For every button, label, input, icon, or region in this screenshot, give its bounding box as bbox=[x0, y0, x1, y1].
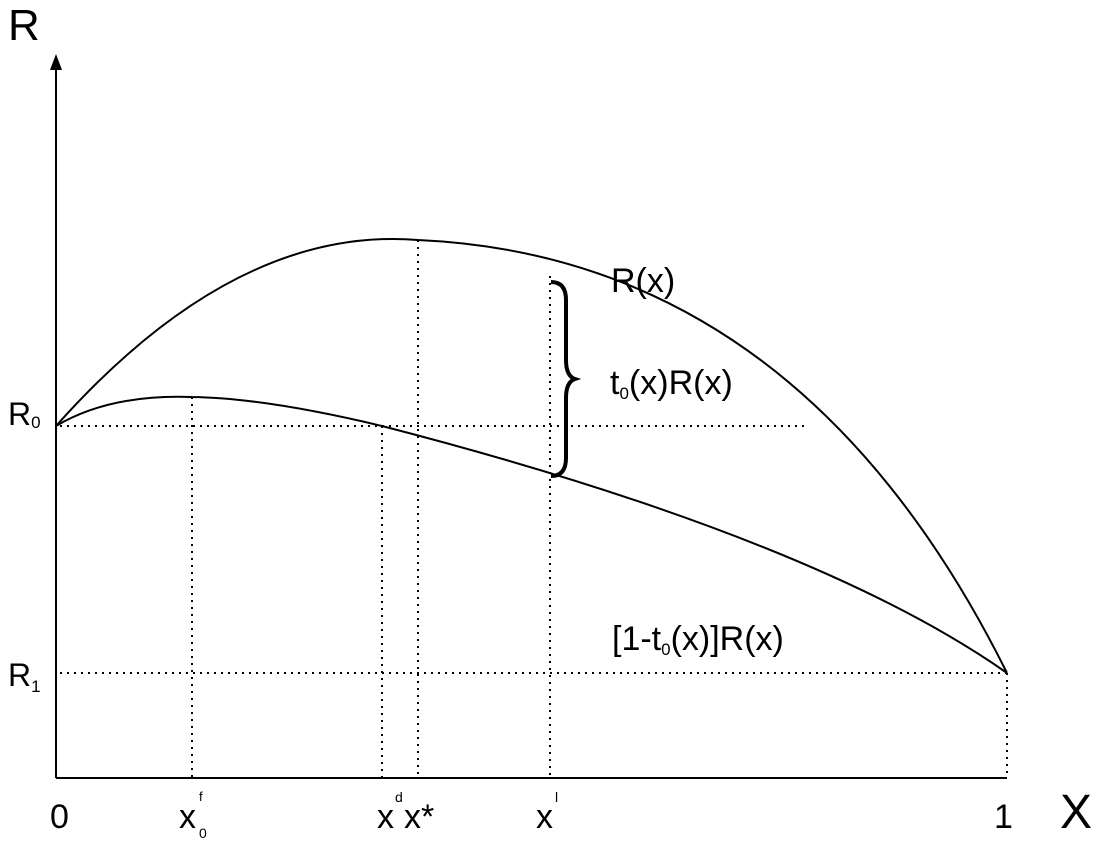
r1-label-base: R bbox=[8, 657, 31, 693]
lower-label-post: (x)]R(x) bbox=[671, 620, 784, 658]
xstar-label: x* bbox=[404, 798, 434, 836]
lower-label-sub: 0 bbox=[661, 640, 670, 659]
gap-label-post: (x)R(x) bbox=[629, 364, 733, 402]
upper-curve-label: R(x) bbox=[611, 262, 675, 300]
upper-curve-Rx bbox=[55, 238, 1008, 674]
gap-label: t0(x)R(x) bbox=[610, 364, 733, 403]
x0f-label-sup: f bbox=[199, 789, 203, 804]
r1-label-sub: 1 bbox=[31, 677, 40, 696]
x-axis-title: X bbox=[1060, 786, 1092, 839]
lower-curve-label: [1-t0(x)]R(x) bbox=[612, 620, 784, 659]
r0-label-base: R bbox=[8, 396, 31, 432]
xl-label-sup: l bbox=[555, 789, 558, 805]
r1-label: R1 bbox=[8, 657, 41, 696]
gap-label-pre: t bbox=[610, 364, 620, 402]
x0f-label-sub: 0 bbox=[199, 825, 207, 841]
reference-lines bbox=[60, 240, 1008, 778]
xd-label: x bbox=[377, 798, 394, 836]
y-axis-arrowhead bbox=[50, 54, 62, 70]
r0-label: R0 bbox=[8, 396, 41, 432]
lower-label-pre: [1-t bbox=[612, 620, 662, 658]
x-end-label: 1 bbox=[994, 798, 1013, 836]
r0-label-sub: 0 bbox=[31, 413, 40, 432]
xd-label-sup: d bbox=[395, 789, 403, 805]
origin-label: 0 bbox=[50, 798, 69, 836]
lower-curve-1-t0Rx bbox=[55, 395, 1008, 674]
x0f-label: x bbox=[179, 798, 196, 836]
xl-label: x bbox=[536, 798, 553, 836]
gap-brace bbox=[550, 280, 582, 478]
y-axis-title: R bbox=[8, 1, 40, 50]
gap-label-sub: 0 bbox=[619, 384, 628, 403]
